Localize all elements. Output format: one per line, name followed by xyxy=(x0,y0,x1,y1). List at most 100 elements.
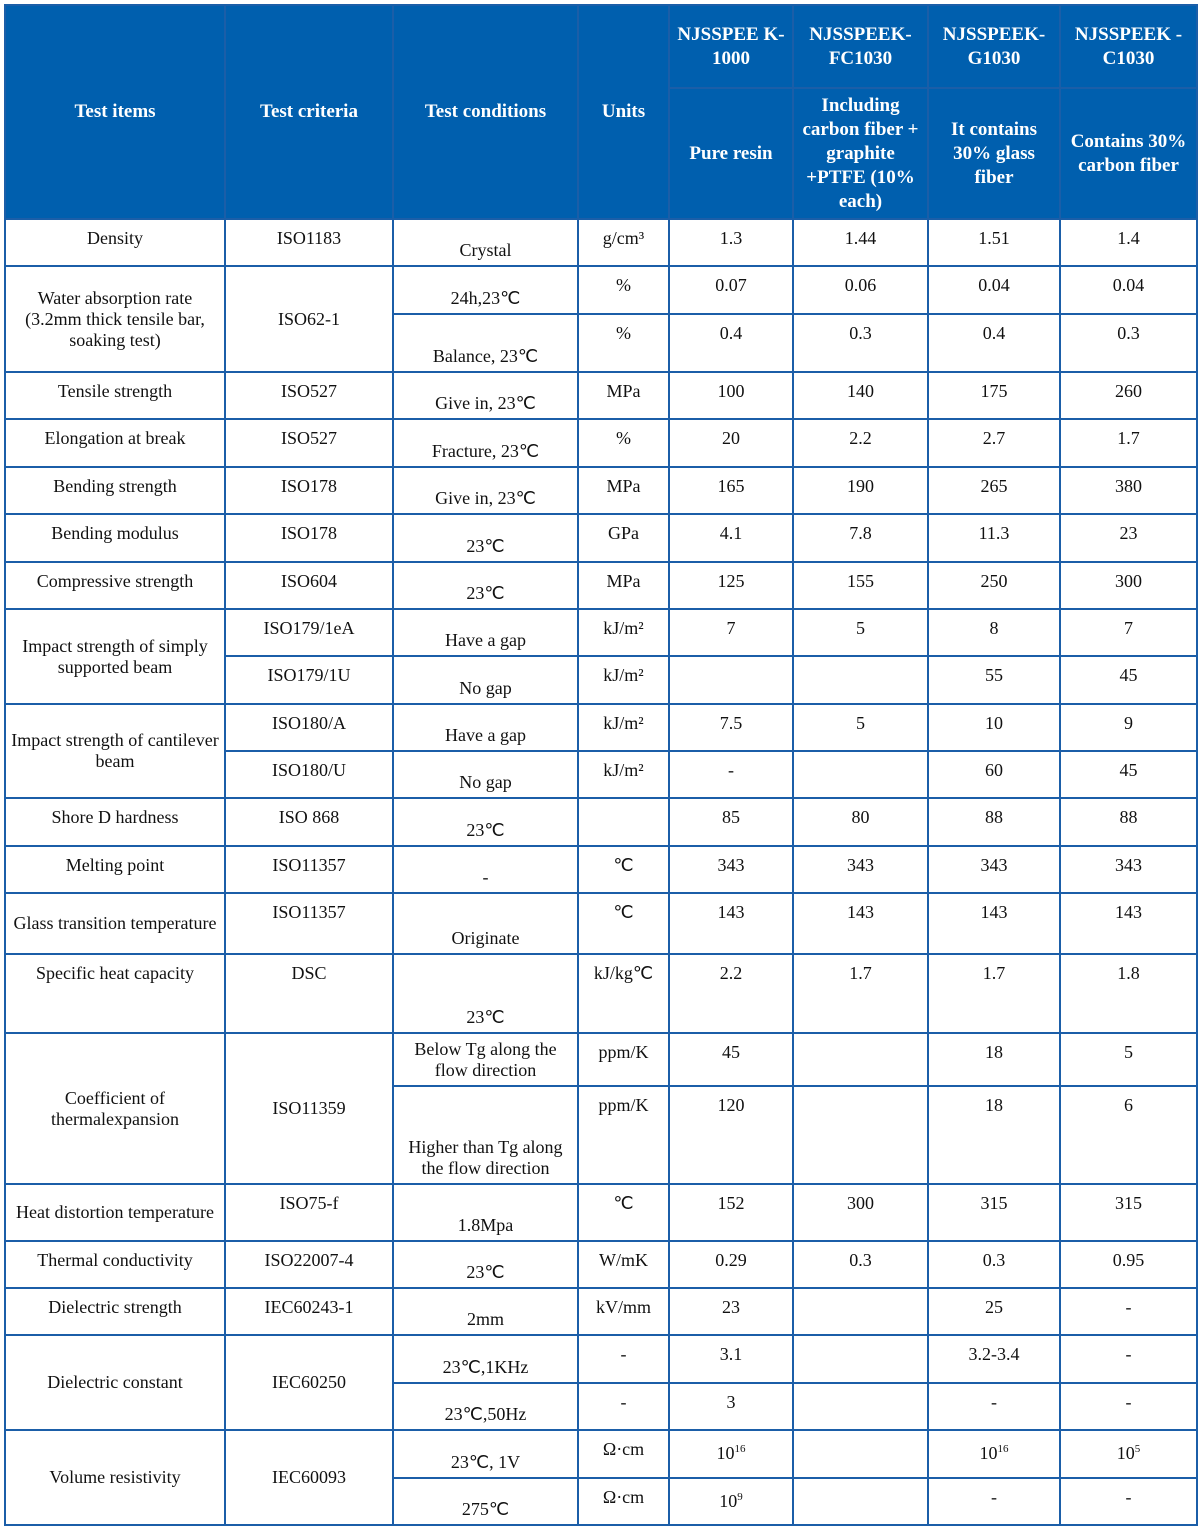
unit-cell: GPa xyxy=(577,513,670,563)
test-condition-cell: 23℃ xyxy=(392,513,579,563)
value-cell: 0.07 xyxy=(668,265,794,315)
test-condition-cell: Give in, 23℃ xyxy=(392,371,579,420)
value-cell: 0.3 xyxy=(792,313,929,373)
value-cell: 5 xyxy=(1059,1032,1198,1087)
unit-cell: MPa xyxy=(577,561,670,610)
test-item-cell: Impact strength of simply supported beam xyxy=(4,608,226,705)
value-cell: - xyxy=(1059,1287,1198,1336)
test-condition-cell: No gap xyxy=(392,750,579,799)
test-criteria-cell: ISO22007-4 xyxy=(224,1240,394,1289)
unit-cell: MPa xyxy=(577,466,670,515)
value-cell: - xyxy=(668,750,794,799)
header-grade-desc: It contains 30% glass fiber xyxy=(927,87,1061,220)
test-condition-cell: Have a gap xyxy=(392,703,579,752)
test-condition-cell: 23℃, 1V xyxy=(392,1429,579,1479)
value-cell: 143 xyxy=(668,892,794,955)
value-cell: 45 xyxy=(1059,655,1198,705)
value-cell: 8 xyxy=(927,608,1061,657)
value-cell: 60 xyxy=(927,750,1061,799)
value-cell: 109 xyxy=(668,1477,794,1526)
unit-cell: ℃ xyxy=(577,1183,670,1242)
table-row: Impact strength of cantilever beam ISO180… xyxy=(4,703,1198,799)
unit-cell: % xyxy=(577,418,670,468)
test-item-cell: Tensile strength xyxy=(4,371,226,420)
table-row: Elongation at break ISO527 Fracture, 23℃% 2… xyxy=(4,418,1198,468)
table-row: Bending strength ISO178 Give in, 23℃ MPa 165… xyxy=(4,466,1198,515)
value-base: 10 xyxy=(719,1491,738,1511)
value-cell: 20 xyxy=(668,418,794,468)
value-cell: 105 xyxy=(1059,1429,1198,1479)
value-cell: 0.04 xyxy=(927,265,1061,315)
test-criteria-cell: ISO527 xyxy=(224,371,394,420)
value-cell: 0.06 xyxy=(792,265,929,315)
test-criteria-cell: DSC xyxy=(224,953,394,1034)
value-cell: 140 xyxy=(792,371,929,420)
test-condition-cell: Have a gap xyxy=(392,608,579,657)
table-row: Heat distortion temperature ISO75-f 1.8Mpa… xyxy=(4,1183,1198,1242)
value-cell xyxy=(668,655,794,705)
value-cell: 88 xyxy=(927,797,1061,847)
test-criteria-cell: ISO75-f xyxy=(224,1183,394,1242)
value-cell: 1.7 xyxy=(927,953,1061,1034)
value-exponent: 9 xyxy=(737,1491,743,1503)
value-cell: 45 xyxy=(1059,750,1198,799)
test-condition-cell: Crystal xyxy=(392,218,579,267)
unit-cell: kJ/kg℃ xyxy=(577,953,670,1034)
value-cell: 315 xyxy=(1059,1183,1198,1242)
value-cell: 343 xyxy=(927,845,1061,894)
test-criteria-cell: ISO1183 xyxy=(224,218,394,267)
header-grade-name: NJSSPEE K-1000 xyxy=(668,4,794,89)
table-row: Balance, 23℃% 0.4 0.3 0.4 0.3 xyxy=(5,313,1198,373)
test-item-cell: Coefficient of thermalexpansion xyxy=(4,1032,226,1185)
test-item-cell: Compressive strength xyxy=(4,561,226,610)
value-cell: 100 xyxy=(668,371,794,420)
test-item-cell: Thermal conductivity xyxy=(4,1240,226,1289)
test-condition-cell: Balance, 23℃ xyxy=(392,313,579,373)
value-cell: 23 xyxy=(668,1287,794,1336)
value-cell: 152 xyxy=(668,1183,794,1242)
test-condition-cell: 275℃ xyxy=(392,1477,579,1526)
unit-cell: % xyxy=(577,313,670,373)
value-cell: 2.2 xyxy=(792,418,929,468)
unit-cell: - xyxy=(577,1334,670,1384)
table-row: Dielectric strength IEC60243-1 2mm kV/mm 23 2… xyxy=(4,1287,1198,1336)
unit-cell: kJ/m² xyxy=(577,608,670,657)
value-cell: 1.7 xyxy=(1059,418,1198,468)
value-base: 10 xyxy=(1116,1443,1135,1463)
value-cell: 85 xyxy=(668,797,794,847)
test-condition-cell: 23℃ xyxy=(392,561,579,610)
table-row: Tensile strength ISO527 Give in, 23℃ MPa 100… xyxy=(4,371,1198,420)
table-row: ISO179/1U No gap kJ/m² 55 45 xyxy=(5,655,1198,705)
value-cell: 7.5 xyxy=(668,703,794,752)
test-criteria-cell: ISO11359 xyxy=(224,1032,394,1185)
value-cell: 315 xyxy=(927,1183,1061,1242)
test-condition-cell: Higher than Tg along the flow direction xyxy=(392,1085,579,1185)
header-grade-name: NJSSPEEK-G1030 xyxy=(927,4,1061,89)
unit-cell: kJ/m² xyxy=(577,703,670,752)
header-grade-name: NJSSPEEK-FC1030 xyxy=(792,4,929,89)
test-condition-cell: Originate xyxy=(392,892,579,955)
value-cell: 1016 xyxy=(927,1429,1061,1479)
test-item-cell: Dielectric strength xyxy=(4,1287,226,1336)
test-criteria-cell: ISO178 xyxy=(224,466,394,515)
test-item-cell: Heat distortion temperature xyxy=(4,1183,226,1242)
test-item-cell: Density xyxy=(4,218,226,267)
header-grade-name: NJSSPEEK -C1030 xyxy=(1059,4,1198,89)
value-cell: 300 xyxy=(792,1183,929,1242)
table-row: Thermal conductivity ISO22007-4 23℃ W/mK 0.2… xyxy=(4,1240,1198,1289)
unit-cell xyxy=(577,797,670,847)
test-item-cell: Melting point xyxy=(4,845,226,894)
value-exponent: 16 xyxy=(997,1443,1009,1455)
value-cell: 11.3 xyxy=(927,513,1061,563)
value-cell: 143 xyxy=(792,892,929,955)
test-criteria-cell: ISO527 xyxy=(224,418,394,468)
unit-cell: kJ/m² xyxy=(577,750,670,799)
test-item-cell: Volume resistivity xyxy=(4,1429,226,1526)
header-grade-desc: Pure resin xyxy=(668,87,794,220)
value-cell: 0.3 xyxy=(792,1240,929,1289)
unit-cell: ℃ xyxy=(577,892,670,955)
test-criteria-cell: ISO604 xyxy=(224,561,394,610)
value-cell: 7 xyxy=(1059,608,1198,657)
table-row: Higher than Tg along the flow direction p… xyxy=(5,1085,1198,1185)
value-cell: 7.8 xyxy=(792,513,929,563)
